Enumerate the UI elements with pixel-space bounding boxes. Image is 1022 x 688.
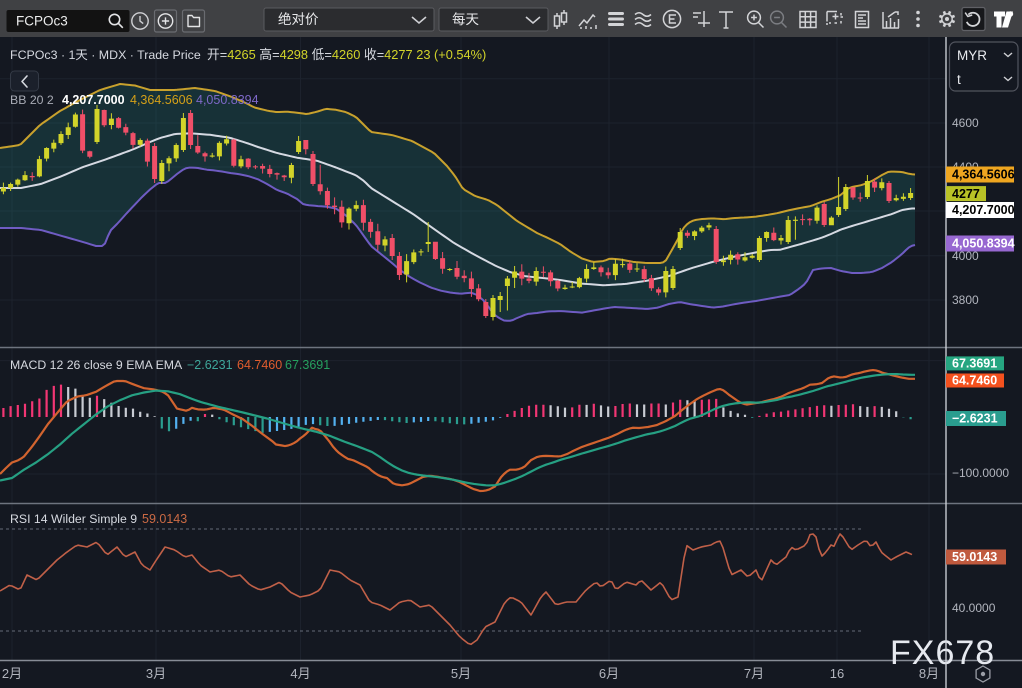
svg-text:4,364.5606: 4,364.5606 [952,168,1015,182]
svg-text:t: t [957,72,961,87]
svg-text:MYR: MYR [957,48,987,63]
svg-text:4月: 4月 [290,666,310,681]
svg-text:3月: 3月 [146,666,166,681]
svg-text:6月: 6月 [599,666,619,681]
svg-text:FCPOc3: FCPOc3 [16,14,68,29]
svg-text:−2.6231: −2.6231 [187,358,233,372]
svg-text:FCPOc3 · 1天 · MDX · Trade Pric: FCPOc3 · 1天 · MDX · Trade Price [10,48,201,62]
svg-text:64.7460: 64.7460 [237,358,282,372]
svg-text:64.7460: 64.7460 [952,374,997,388]
svg-text:4,364.5606: 4,364.5606 [130,93,193,107]
svg-text:每天: 每天 [452,12,479,27]
svg-text:4600: 4600 [952,116,979,130]
svg-text:4,050.8394: 4,050.8394 [196,93,259,107]
svg-text:MACD 12 26 close 9 EMA EMA: MACD 12 26 close 9 EMA EMA [10,358,183,372]
svg-text:59.0143: 59.0143 [952,550,997,564]
svg-text:5月: 5月 [451,666,471,681]
svg-text:绝对价: 绝对价 [278,12,319,27]
svg-text:3800: 3800 [952,293,979,307]
svg-text:4,207.7000: 4,207.7000 [952,203,1015,217]
svg-text:BB 20 2: BB 20 2 [10,93,54,107]
svg-text:67.3691: 67.3691 [952,357,997,371]
svg-text:−100.0000: −100.0000 [952,466,1009,480]
svg-text:4,050.8394: 4,050.8394 [952,237,1015,251]
svg-text:−2.6231: −2.6231 [952,412,998,426]
svg-text:40.0000: 40.0000 [952,601,996,615]
svg-text:8月: 8月 [919,666,939,681]
svg-text:开=4265 高=4298 低=4260 收=4277 23: 开=4265 高=4298 低=4260 收=4277 23 (+0.54%) [207,47,486,62]
svg-text:RSI 14 Wilder Simple 9: RSI 14 Wilder Simple 9 [10,512,137,526]
svg-text:2月: 2月 [2,666,22,681]
svg-text:4277: 4277 [952,187,980,201]
svg-text:59.0143: 59.0143 [142,512,187,526]
svg-text:67.3691: 67.3691 [285,358,330,372]
svg-text:4,207.7000: 4,207.7000 [62,93,125,107]
svg-text:4000: 4000 [952,249,979,263]
svg-text:16: 16 [830,666,844,681]
svg-text:7月: 7月 [744,666,764,681]
svg-text:FX678: FX678 [890,634,995,672]
